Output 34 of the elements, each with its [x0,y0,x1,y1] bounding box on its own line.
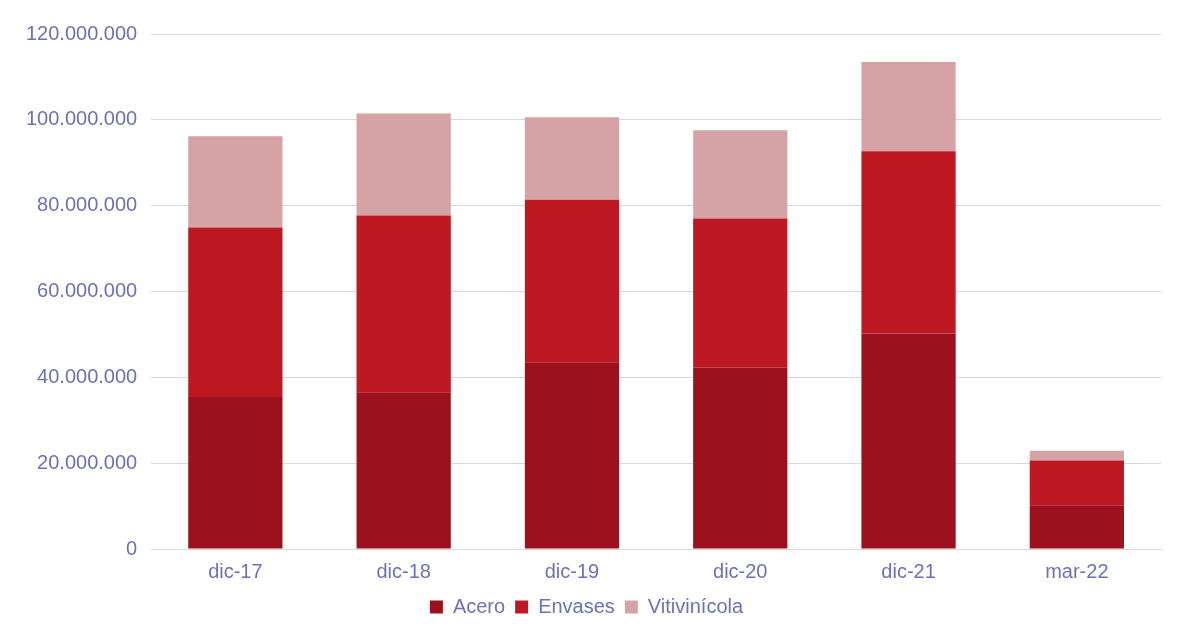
legend-label: Vitivinícola [647,594,744,617]
bar [861,151,956,334]
y-tick-label: 100.000.000 [25,107,138,130]
bar [1029,505,1124,549]
bar [356,215,451,393]
legend-label: Acero [452,594,506,617]
x-tick-label: dic-19 [544,559,600,582]
x-tick-label: dic-20 [713,559,768,582]
y-tick-label: 20.000.000 [37,450,138,473]
bar [188,397,283,549]
bar [524,362,620,549]
y-tick-label: 40.000.000 [37,364,138,387]
legend-label: Envases [538,594,615,617]
bar [524,199,620,363]
x-tick-label: mar-22 [1045,559,1109,582]
x-tick-label: dic-17 [208,559,263,582]
bar [356,113,451,216]
bar [356,392,451,549]
y-tick-label: 120.000.000 [25,21,138,44]
bar [188,136,283,228]
x-tick-label: dic-18 [376,559,431,582]
bar [1029,450,1124,461]
bar [1029,460,1124,506]
bar [524,117,620,200]
bar [188,227,283,398]
bar [861,333,956,549]
bar [693,367,788,549]
y-tick-label: 0 [126,536,138,559]
x-tick-label: dic-21 [881,559,936,582]
bar [693,218,788,368]
bar [861,61,956,152]
bar [693,130,788,219]
y-tick-label: 80.000.000 [37,193,138,216]
y-tick-label: 60.000.000 [37,279,138,302]
